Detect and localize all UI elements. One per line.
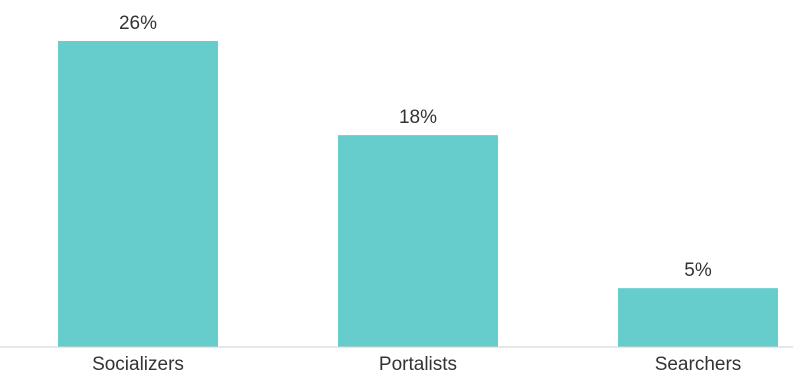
data-label-socializers: 26% — [119, 13, 157, 34]
bar-socializers — [58, 41, 218, 347]
x-tick-label-searchers: Searchers — [655, 354, 742, 375]
x-tick-label-socializers: Socializers — [92, 354, 184, 375]
x-tick-labels-group: Socializers Portalists Searchers — [92, 354, 741, 375]
data-labels-group: 26% 18% 5% — [119, 13, 712, 281]
data-label-portalists: 18% — [399, 107, 437, 128]
data-label-searchers: 5% — [684, 260, 712, 281]
bars-group — [58, 41, 778, 347]
bar-searchers — [618, 288, 778, 347]
bar-portalists — [338, 135, 498, 347]
x-tick-label-portalists: Portalists — [379, 354, 457, 375]
